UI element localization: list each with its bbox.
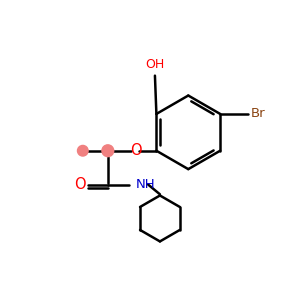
Text: O: O	[75, 177, 86, 192]
Text: OH: OH	[145, 58, 165, 71]
Circle shape	[102, 145, 114, 157]
Text: Br: Br	[250, 107, 265, 120]
Circle shape	[77, 146, 88, 156]
Text: O: O	[130, 143, 142, 158]
Text: NH: NH	[136, 178, 155, 191]
